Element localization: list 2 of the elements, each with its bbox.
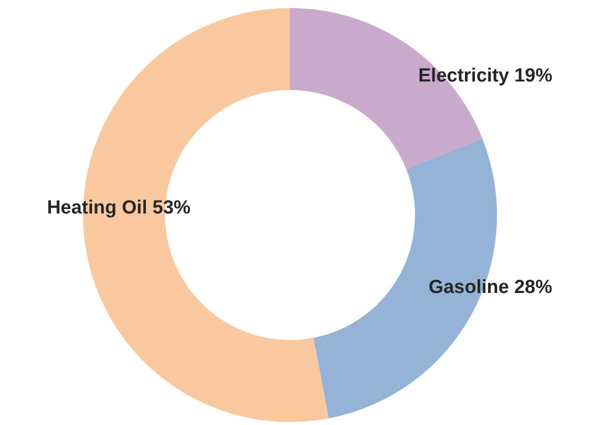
slice-label: Heating Oil 53% bbox=[46, 198, 191, 219]
slice-label: Electricity 19% bbox=[418, 66, 552, 87]
